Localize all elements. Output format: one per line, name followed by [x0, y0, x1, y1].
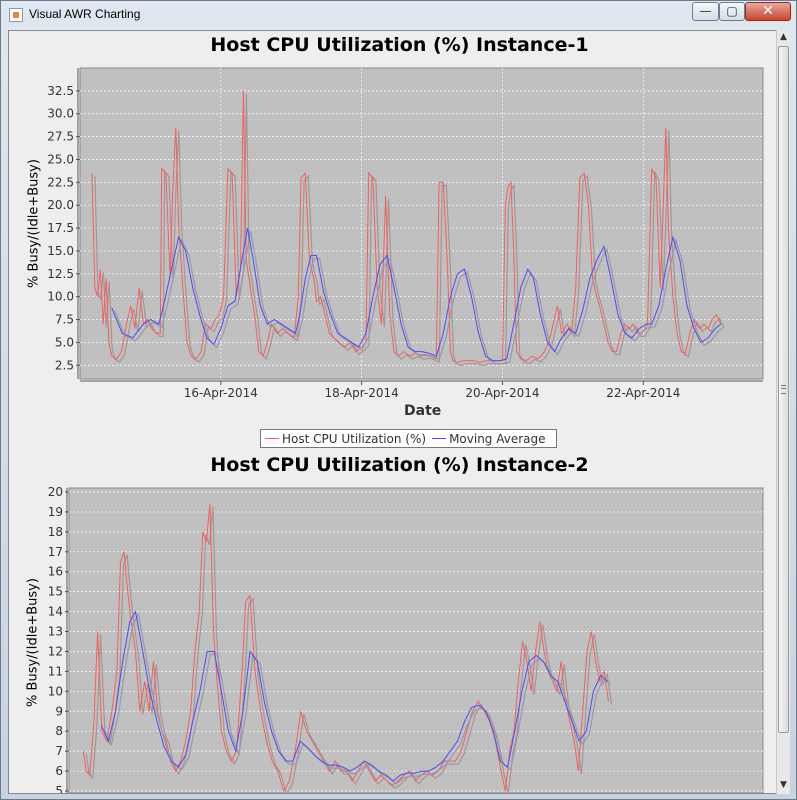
- title-bar[interactable]: Visual AWR Charting — ▢ ✕: [1, 1, 796, 29]
- chart2-y-tick-label: 14: [48, 605, 63, 619]
- chart2-plot: 5 6 7 8 9 10 11 12 13 14 15 16 17 18 19 20: [9, 31, 789, 794]
- chart2-y-tick-label: 7: [55, 744, 63, 758]
- chart2-plot-area: [69, 488, 763, 793]
- chart2-y-tick-label: 20: [48, 485, 63, 499]
- close-button[interactable]: ✕: [745, 2, 791, 21]
- chart2-y-tick-label: 8: [55, 724, 63, 738]
- minimize-icon: —: [693, 3, 718, 20]
- chart2-y-tick-label: 9: [55, 704, 63, 718]
- vertical-scrollbar[interactable]: ▲ ▼: [776, 30, 790, 794]
- chart2-y-tick-label: 17: [48, 545, 63, 559]
- maximize-button[interactable]: ▢: [719, 2, 745, 21]
- close-icon: ✕: [746, 3, 790, 20]
- chart2-y-tick-label: 11: [48, 664, 63, 678]
- window-title: Visual AWR Charting: [29, 7, 140, 21]
- chart2-y-tick-label: 16: [48, 565, 63, 579]
- chart-panel: Host CPU Utilization (%) Instance-1 % Bu…: [8, 30, 789, 794]
- chart2-y-tick-label: 6: [55, 764, 63, 778]
- java-app-icon: [9, 8, 23, 22]
- chart2-y-tick-label: 18: [48, 525, 63, 539]
- chart2-y-tick-label: 12: [48, 644, 63, 658]
- chart2-y-tick-label: 5: [55, 784, 63, 794]
- chart2-y-tick-label: 10: [48, 684, 63, 698]
- chart2-y-tick-label: 19: [48, 505, 63, 519]
- scroll-down-icon[interactable]: ▼: [777, 778, 790, 792]
- scroll-up-icon[interactable]: ▲: [777, 30, 790, 44]
- minimize-button[interactable]: —: [692, 2, 719, 21]
- grip-icon: [781, 385, 786, 394]
- chart2-y-tick-label: 15: [48, 585, 63, 599]
- maximize-icon: ▢: [720, 3, 744, 20]
- chart2-y-tick-label: 13: [48, 625, 63, 639]
- scroll-thumb[interactable]: [778, 46, 789, 733]
